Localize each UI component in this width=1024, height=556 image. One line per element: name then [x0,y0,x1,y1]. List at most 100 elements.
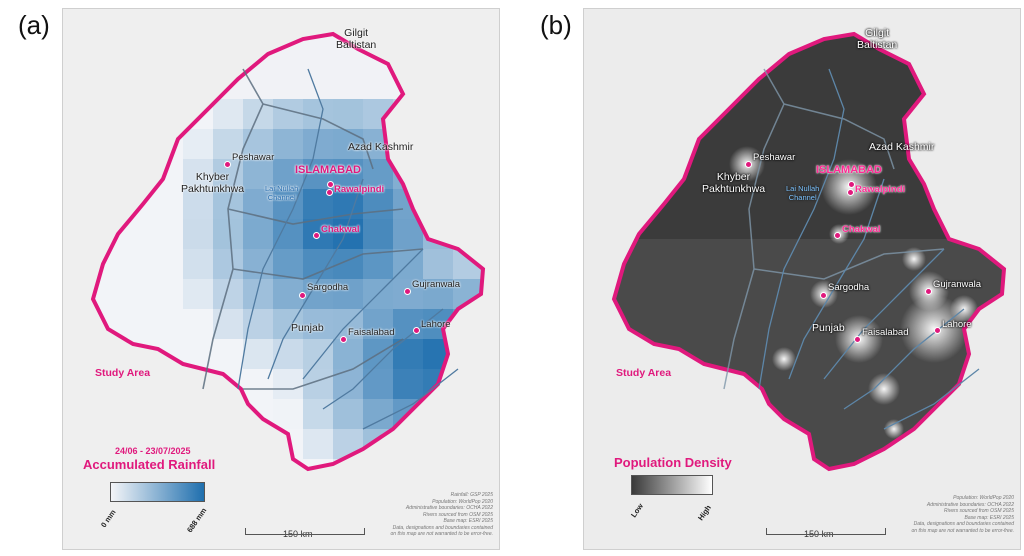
rainfall-cell [423,279,453,309]
rainfall-cell [333,99,363,129]
legend-title-rainfall: Accumulated Rainfall [83,457,216,472]
panel-label-a: (a) [18,10,50,40]
rainfall-color-ramp [110,482,205,502]
rawalpindi-marker [847,189,854,196]
label-rawalpindi: Rawalpindi [334,184,385,195]
map-credits: Population: WorldPop 2020 Administrative… [911,495,1014,534]
rainfall-cell [273,399,303,429]
rainfall-cell [363,369,393,399]
urban-glow [868,373,900,405]
scale-bar [245,528,365,535]
rainfall-cell [423,249,453,279]
label-islamabad: ISLAMABAD [295,164,361,176]
rainfall-cell [333,129,363,159]
sargodha-marker [820,292,827,299]
map-credits: Rainfall: GSP 2025 Population: WorldPop … [390,492,493,537]
rainfall-cell [183,129,213,159]
population-map: Gilgit Baltistan Azad Kashmir Peshawar I… [583,8,1021,550]
label-khyber-pakhtunkhwa: Khyber Pakhtunkhwa [702,171,766,195]
faisalabad-marker [340,336,347,343]
rainfall-cell [123,249,153,279]
label-gujranwala: Gujranwala [412,279,461,290]
rainfall-cell [243,129,273,159]
rainfall-map: Gilgit Baltistan Azad Kashmir Peshawar I… [62,8,500,550]
peshawar-marker [224,161,231,168]
rainfall-cell [393,309,423,339]
rainfall-cell [213,249,243,279]
rainfall-cell [303,399,333,429]
rainfall-cell [153,309,183,339]
rainfall-cell [303,339,333,369]
rainfall-cell [273,189,303,219]
rainfall-cell [183,249,213,279]
peshawar-marker [745,161,752,168]
label-chakwal: Chakwal [842,224,881,235]
rainfall-cell [273,369,303,399]
rainfall-cell [273,249,303,279]
legend-title-population: Population Density [614,455,732,470]
label-peshawar: Peshawar [232,152,275,163]
rainfall-cell [363,399,393,429]
rainfall-cell [243,369,273,399]
rainfall-cell [363,309,393,339]
rainfall-cell [213,339,243,369]
rainfall-cell [303,279,333,309]
chakwal-marker [313,232,320,239]
rainfall-cell [273,99,303,129]
rainfall-cell [303,309,333,339]
rainfall-cell [183,279,213,309]
label-faisalabad: Faisalabad [348,327,395,338]
rainfall-cell [183,219,213,249]
label-gujranwala: Gujranwala [933,279,982,290]
lahore-marker [934,327,941,334]
rivers [237,68,459,430]
label-peshawar: Peshawar [753,152,796,163]
rainfall-cell [213,279,243,309]
label-gilgit-baltistan: Gilgit Baltistan [857,27,898,51]
rainfall-cell [333,159,363,189]
lahore-marker [413,327,420,334]
rainfall-cell [153,189,183,219]
rainfall-cell [393,369,423,399]
label-lai-nullah-channel: Lai Nullah Channel [786,184,820,202]
islamabad-marker [327,181,334,188]
label-khyber-pakhtunkhwa: Khyber Pakhtunkhwa [181,171,245,195]
rainfall-cell [273,219,303,249]
label-faisalabad: Faisalabad [862,327,909,338]
urban-glow [772,347,796,371]
rainfall-cell [393,219,423,249]
islamabad-marker [848,181,855,188]
gujranwala-marker [925,288,932,295]
rainfall-cell [183,189,213,219]
label-sargodha: Sargodha [307,282,349,293]
rainfall-cell [243,309,273,339]
rainfall-cell [213,99,243,129]
label-chakwal: Chakwal [321,224,360,235]
rainfall-cell [333,339,363,369]
rainfall-cell [363,219,393,249]
label-azad-kashmir: Azad Kashmir [869,141,935,153]
label-sargodha: Sargodha [828,282,870,293]
label-punjab: Punjab [291,322,324,334]
population-map-svg [584,9,1020,549]
label-azad-kashmir: Azad Kashmir [348,141,414,153]
rainfall-cell [213,219,243,249]
legend-date-range: 24/06 - 23/07/2025 [115,446,191,456]
label-study-area: Study Area [616,367,672,379]
rainfall-cell [243,219,273,249]
rainfall-cell [363,189,393,219]
rivers [758,68,980,430]
province-boundaries [723,68,945,390]
rainfall-cell [303,99,333,129]
rainfall-cell [303,459,333,469]
province-boundaries [202,68,424,390]
gujranwala-marker [404,288,411,295]
rainfall-cell [303,429,333,459]
rainfall-cell [243,339,273,369]
label-gilgit-baltistan: Gilgit Baltistan [336,27,377,51]
sargodha-marker [299,292,306,299]
label-rawalpindi: Rawalpindi [855,184,906,195]
rawalpindi-marker [326,189,333,196]
label-islamabad: ISLAMABAD [816,164,882,176]
rainfall-cell [183,309,213,339]
